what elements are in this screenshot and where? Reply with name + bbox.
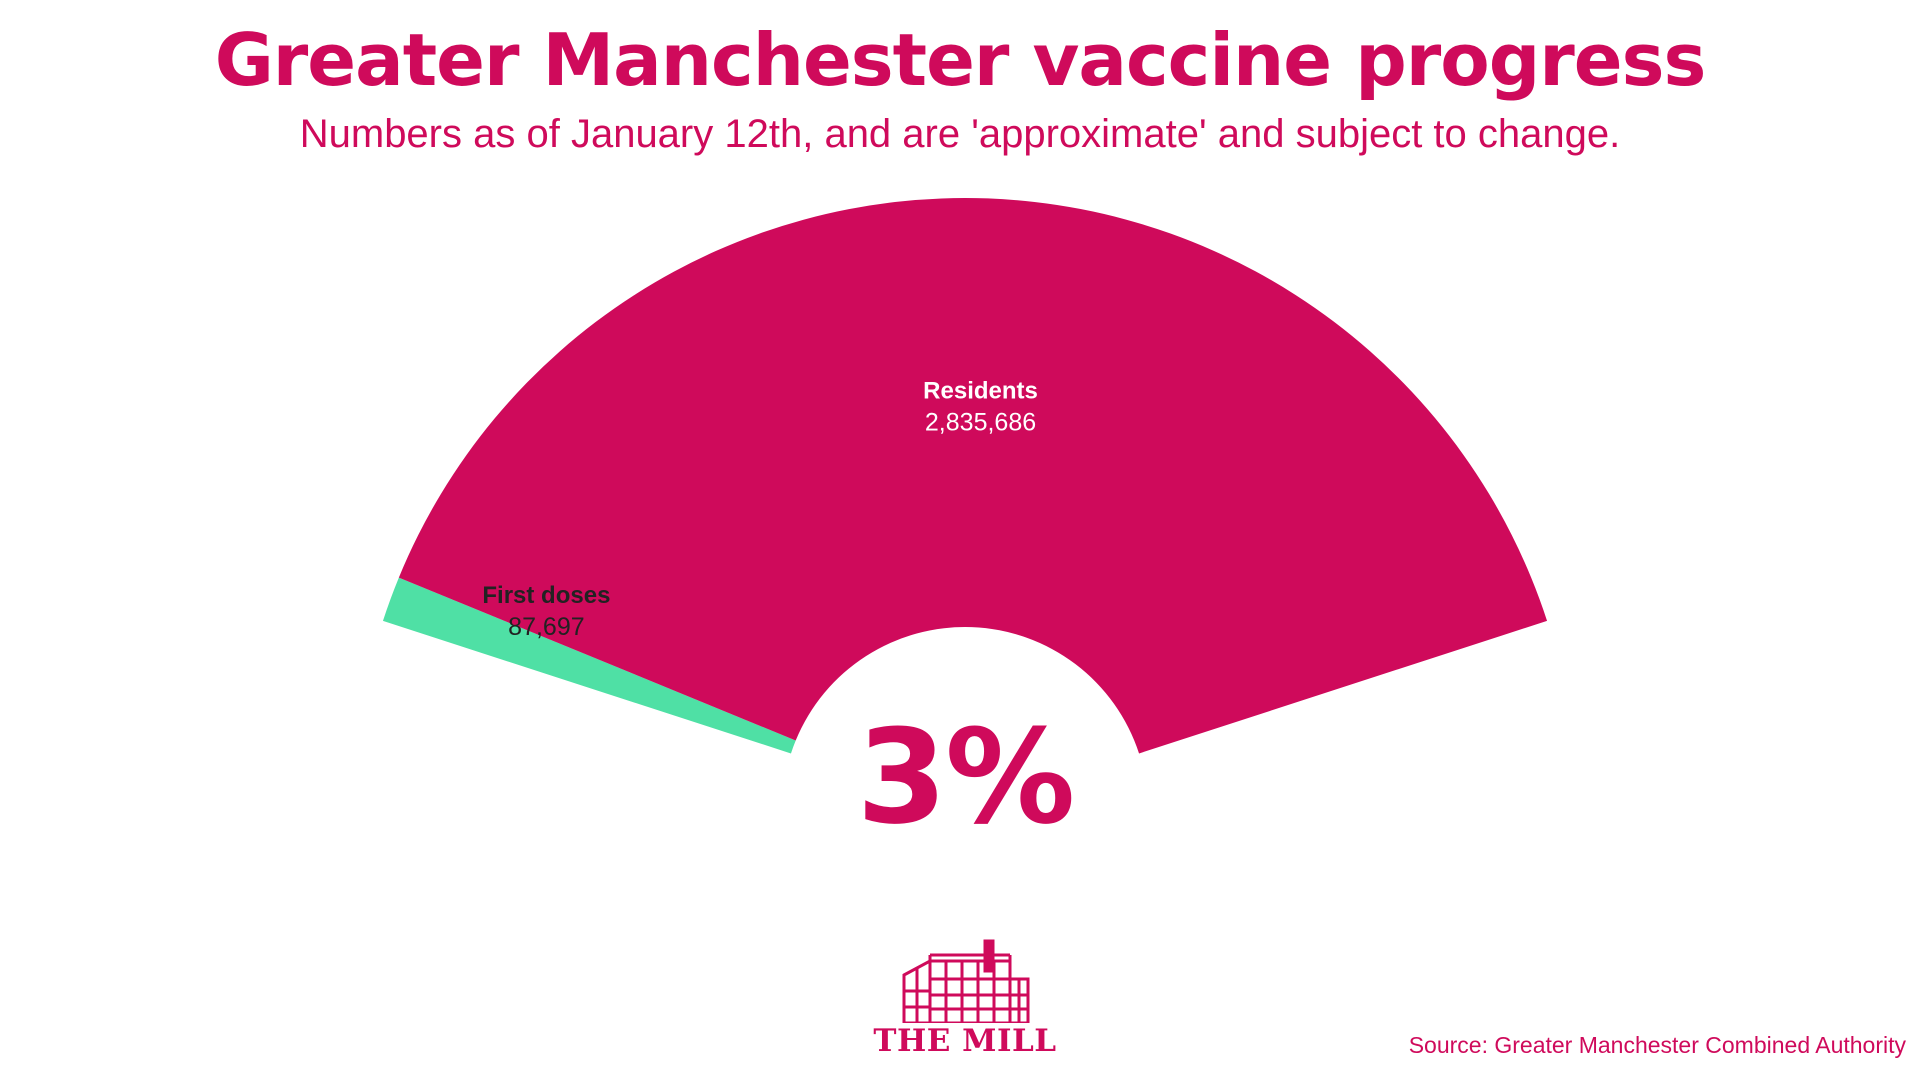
mill-building-icon [902, 939, 1030, 1025]
logo-wordmark: THE MILL [873, 1023, 1057, 1059]
center-percentage: 3% [857, 701, 1074, 853]
slice-label-name: Residents [923, 377, 1038, 404]
slice-label-value: 87,697 [508, 613, 584, 641]
slice-label-name: First doses [482, 582, 610, 609]
source-note: Source: Greater Manchester Combined Auth… [1408, 1032, 1906, 1058]
gauge-slice-residents [398, 197, 1548, 754]
gauge-slice-first-doses [382, 577, 796, 754]
the-mill-logo: THE MILL [870, 935, 1060, 1060]
gauge-slice-labels: First doses 87,697 Residents 2,835,686 [482, 377, 1037, 641]
chart-subtitle: Numbers as of January 12th, and are 'app… [299, 112, 1621, 156]
slice-label-value: 2,835,686 [925, 408, 1036, 436]
chart-title: Greater Manchester vaccine progress [214, 18, 1707, 102]
gauge-slices [382, 197, 1548, 754]
